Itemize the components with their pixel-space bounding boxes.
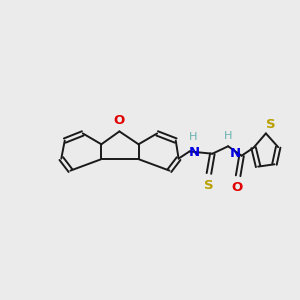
Text: H: H <box>189 132 197 142</box>
Text: N: N <box>189 146 200 159</box>
Text: O: O <box>231 181 242 194</box>
Text: S: S <box>266 118 276 130</box>
Text: S: S <box>204 178 214 192</box>
Text: H: H <box>224 131 233 141</box>
Text: N: N <box>230 147 241 160</box>
Text: O: O <box>114 114 125 127</box>
